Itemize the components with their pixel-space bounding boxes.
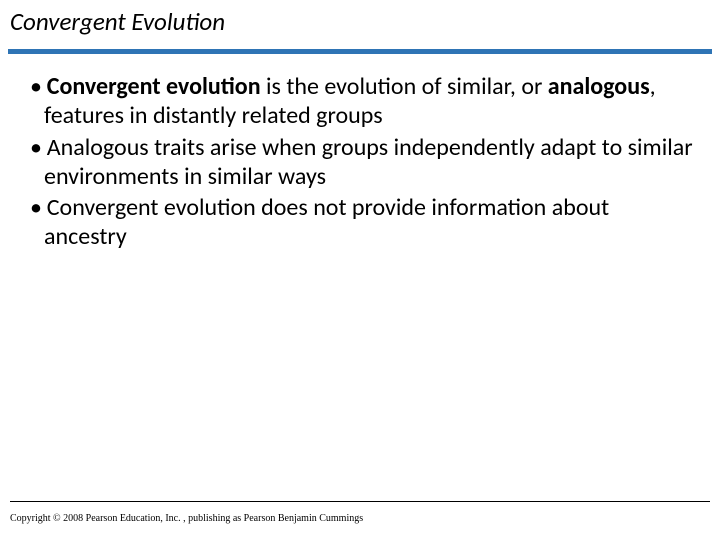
slide-title: Convergent Evolution [0,0,720,41]
bullet-1-term1: Convergent evolution [47,72,261,101]
bullet-2-text: Analogous traits arise when groups indep… [44,133,693,191]
slide: Convergent Evolution • Convergent evolut… [0,0,720,540]
bullet-3-text: Convergent evolution does not provide in… [44,193,609,251]
bullet-marker: • [30,133,47,162]
bullet-2: • Analogous traits arise when groups ind… [24,133,696,192]
bullet-1-mid: is the evolution of similar, or [261,72,548,101]
bullet-3: • Convergent evolution does not provide … [24,193,696,252]
copyright-text: Copyright © 2008 Pearson Education, Inc.… [10,513,363,524]
content-area: • Convergent evolution is the evolution … [0,54,720,252]
bullet-marker: • [30,193,47,222]
bullet-1-term2: analogous [548,72,650,101]
bullet-1: • Convergent evolution is the evolution … [24,72,696,131]
bullet-marker: • [30,72,47,101]
footer-divider [10,501,710,502]
